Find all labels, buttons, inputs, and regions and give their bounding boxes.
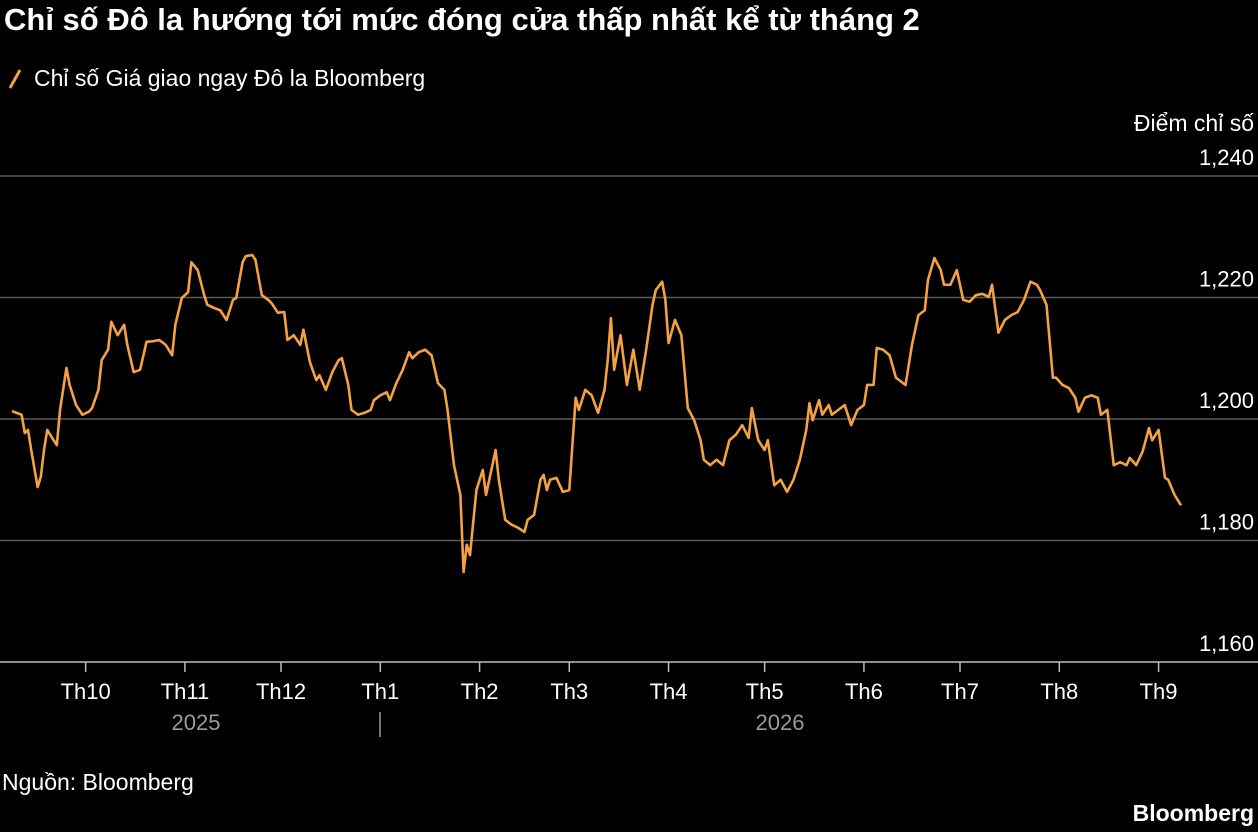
chart-title: Chỉ số Đô la hướng tới mức đóng cửa thấp… xyxy=(4,2,920,37)
legend-swatch xyxy=(8,69,22,89)
x-tick-label: Th6 xyxy=(845,679,883,704)
x-tick-label: Th4 xyxy=(650,679,688,704)
x-tick-label: Th11 xyxy=(161,679,210,704)
legend-label: Chỉ số Giá giao ngay Đô la Bloomberg xyxy=(34,65,425,91)
y-tick-label: 1,180 xyxy=(1199,509,1254,534)
brand: Bloomberg xyxy=(1133,800,1254,826)
year-label: 2025 xyxy=(172,710,221,735)
x-tick-label: Th9 xyxy=(1140,679,1178,704)
y-axis-label: Điểm chỉ số xyxy=(1134,110,1254,136)
x-tick-label: Th3 xyxy=(550,679,588,704)
x-tick-label: Th7 xyxy=(941,679,979,704)
y-tick-label: 1,200 xyxy=(1199,388,1254,413)
source: Nguồn: Bloomberg xyxy=(2,769,194,795)
year-label: 2026 xyxy=(756,710,805,735)
y-tick-label: 1,240 xyxy=(1199,145,1254,170)
x-tick-label: Th5 xyxy=(746,679,784,704)
y-tick-label: 1,220 xyxy=(1199,266,1254,291)
series-line xyxy=(11,253,1183,574)
x-tick-label: Th12 xyxy=(256,679,306,704)
x-tick-label: Th10 xyxy=(61,679,111,704)
x-tick-label: Th2 xyxy=(461,679,499,704)
y-tick-label: 1,160 xyxy=(1199,631,1254,656)
x-tick-label: Th8 xyxy=(1040,679,1078,704)
x-tick-label: Th1 xyxy=(361,679,399,704)
